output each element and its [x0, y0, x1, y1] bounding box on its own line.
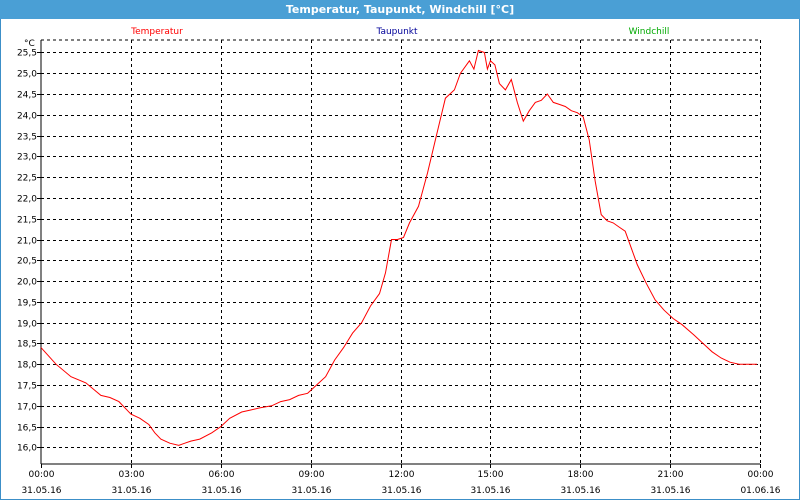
axes: 16,0 16,5 17,0 17,5 18,0 18,5 19,0 19,5 20,0 20,5… [17, 39, 781, 496]
y-tick-label: 24,0 [17, 112, 37, 122]
x-tick-label-time: 06:00 [209, 470, 235, 480]
chart-title: Temperatur, Taupunkt, Windchill [°C] [0, 0, 800, 19]
y-tick-label: 24,5 [17, 91, 37, 101]
x-tick-label-date: 31.05.16 [291, 486, 331, 496]
y-tick-label: 20,5 [17, 257, 37, 267]
y-axis-label: °C [24, 39, 35, 49]
y-tick-label: 16,0 [17, 444, 37, 454]
y-tick-label: 25,5 [17, 49, 37, 59]
y-tick-label: 21,5 [17, 216, 37, 226]
grid [41, 39, 761, 464]
series [40, 49, 757, 446]
x-tick-label-date: 31.05.16 [111, 486, 151, 496]
x-tick-label-time: 18:00 [568, 470, 594, 480]
y-tick-label: 19,0 [17, 320, 37, 330]
legend: Temperatur Taupunkt Windchill [130, 27, 669, 37]
x-tick-label-date: 31.05.16 [21, 486, 61, 496]
y-tick-label: 22,0 [17, 195, 37, 205]
series-line-temperatur [40, 49, 757, 446]
legend-item-temperatur: Temperatur [130, 27, 183, 37]
x-tick-label-time: 09:00 [299, 470, 325, 480]
x-tick-label-date: 31.05.16 [381, 486, 421, 496]
y-tick-label: 23,5 [17, 133, 37, 143]
x-tick-label-time: 00:00 [748, 470, 774, 480]
y-tick-label: 23,0 [17, 153, 37, 163]
x-tick-label-time: 03:00 [119, 470, 145, 480]
x-tick-label-date: 31.05.16 [201, 486, 241, 496]
legend-item-taupunkt: Taupunkt [375, 27, 418, 37]
y-tick-label: 21,0 [17, 237, 37, 247]
x-tick-label-time: 21:00 [658, 470, 684, 480]
x-tick-label-time: 00:00 [29, 470, 55, 480]
x-tick-label-time: 12:00 [389, 470, 415, 480]
y-tick-label: 19,5 [17, 299, 37, 309]
y-tick-label: 22,5 [17, 174, 37, 184]
y-tick-label: 16,5 [17, 424, 37, 434]
y-tick-label: 18,5 [17, 340, 37, 350]
legend-item-windchill: Windchill [629, 27, 670, 37]
y-tick-label: 25,0 [17, 70, 37, 80]
x-tick-label-date: 31.05.16 [560, 486, 600, 496]
y-tick-label: 18,0 [17, 361, 37, 371]
y-tick-label: 20,0 [17, 278, 37, 288]
y-tick-label: 17,5 [17, 382, 37, 392]
x-tick-label-date: 31.05.16 [650, 486, 690, 496]
x-tick-label-date: 31.05.16 [470, 486, 510, 496]
x-tick-label-date: 01.06.16 [740, 486, 780, 496]
x-tick-label-time: 15:00 [478, 470, 504, 480]
y-tick-label: 17,0 [17, 403, 37, 413]
